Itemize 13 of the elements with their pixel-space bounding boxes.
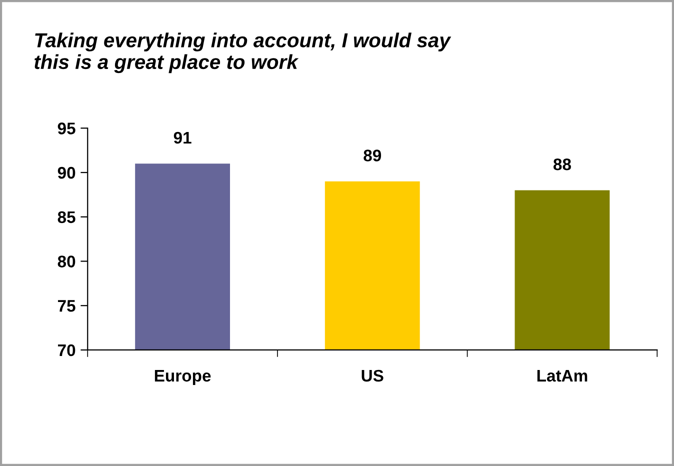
x-tick-label: LatAm <box>537 370 588 382</box>
x-tick-label: Europe <box>154 370 211 385</box>
y-tick-label: 70 <box>58 344 76 356</box>
data-label: 89 <box>364 150 382 162</box>
chart-title: Taking everything into account, I would say this is a great place to work <box>34 32 452 74</box>
data-label: 91 <box>174 132 192 144</box>
y-tick-label: 80 <box>58 256 76 268</box>
y-tick-label: 90 <box>58 166 76 179</box>
x-tick-label: US <box>362 370 384 382</box>
data-label: 88 <box>553 158 571 170</box>
y-tick-label: 95 <box>58 122 76 134</box>
y-tick-label: 75 <box>58 300 76 312</box>
y-tick-label: 85 <box>58 211 76 224</box>
